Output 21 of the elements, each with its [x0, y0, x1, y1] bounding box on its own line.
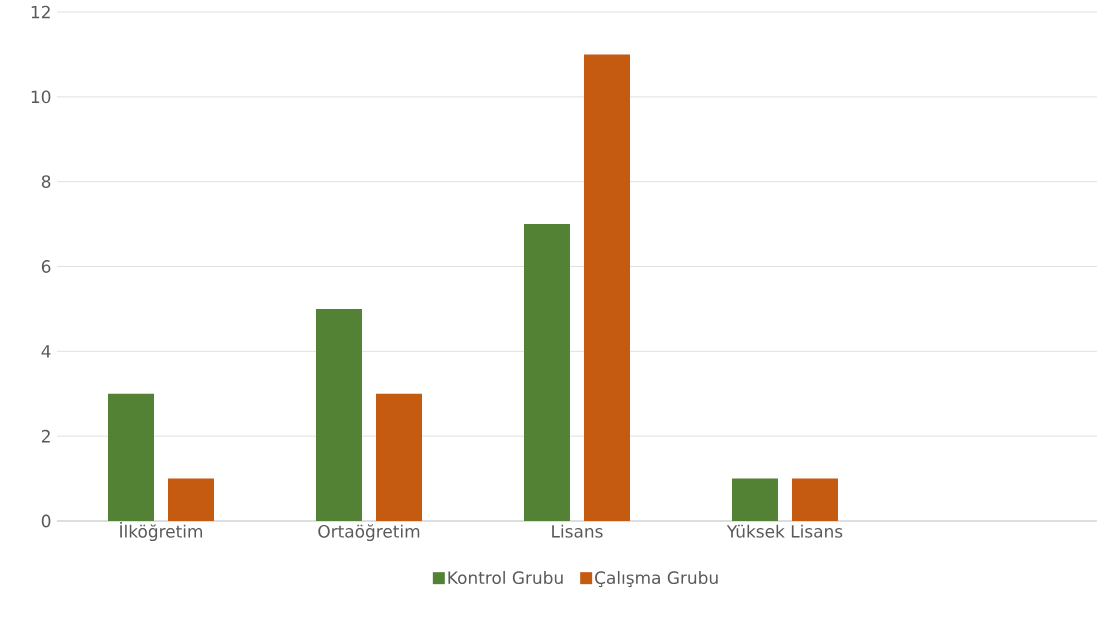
y-tick-label: 12 — [31, 5, 50, 19]
x-tick-label: İlköğretim — [120, 522, 203, 542]
bar — [731, 478, 778, 521]
bar — [315, 308, 362, 521]
x-tick-label: Yüksek Lisans — [726, 524, 843, 538]
y-tick-label: 8 — [41, 175, 51, 189]
x-tick-label: Lisans — [552, 524, 603, 538]
bar — [375, 393, 422, 521]
y-tick-label: 6 — [41, 260, 51, 273]
y-tick-label: 4 — [41, 345, 51, 358]
y-tick-label: 10 — [31, 90, 51, 104]
bar — [168, 478, 214, 521]
y-tick-label: 2 — [41, 429, 50, 443]
y-tick-label: 0 — [41, 514, 51, 528]
legend-label: Kontrol Grubu — [448, 570, 563, 585]
x-tick-label: Ortaöğretim — [318, 524, 420, 542]
bar — [791, 478, 838, 521]
bar — [523, 224, 570, 521]
legend-label: Çalışma Grubu — [595, 570, 718, 588]
bar — [583, 54, 630, 521]
bar — [108, 393, 154, 521]
